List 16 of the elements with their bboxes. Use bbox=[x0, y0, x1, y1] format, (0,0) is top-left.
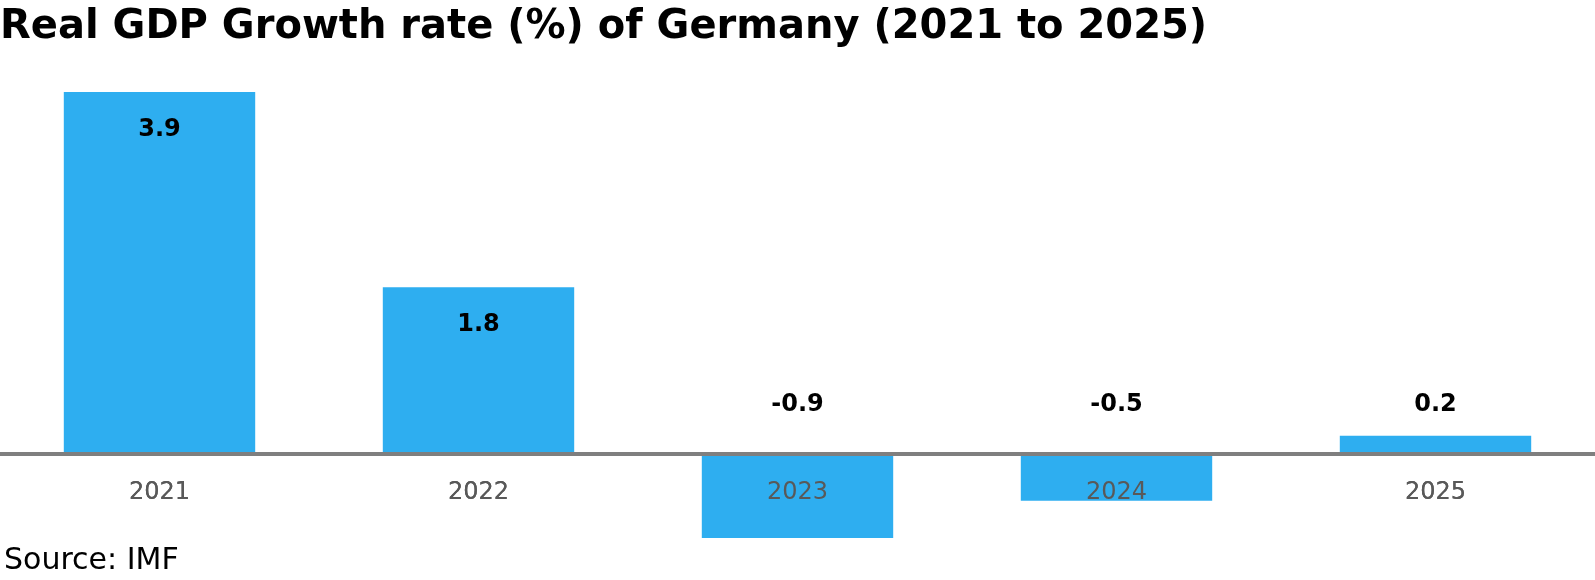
data-label: 0.2 bbox=[1414, 388, 1457, 417]
x-tick-label: 2021 bbox=[128, 477, 191, 506]
x-tick-label: 2024 bbox=[1085, 477, 1148, 506]
data-label: -0.5 bbox=[1090, 388, 1143, 417]
bar bbox=[382, 287, 575, 455]
data-label: 1.8 bbox=[457, 309, 500, 338]
bar bbox=[701, 454, 894, 538]
x-tick-label: 2025 bbox=[1404, 477, 1467, 506]
bar bbox=[1020, 454, 1213, 501]
x-tick-label: 2022 bbox=[447, 477, 510, 506]
source-note: Source: IMF bbox=[4, 540, 179, 576]
data-label: -0.9 bbox=[771, 388, 824, 417]
x-tick-label: 2023 bbox=[766, 477, 829, 506]
chart-title: Real GDP Growth rate (%) of Germany (2021 to 2025) bbox=[0, 1, 1208, 48]
bar bbox=[63, 92, 256, 455]
data-label: 3.9 bbox=[138, 114, 181, 143]
